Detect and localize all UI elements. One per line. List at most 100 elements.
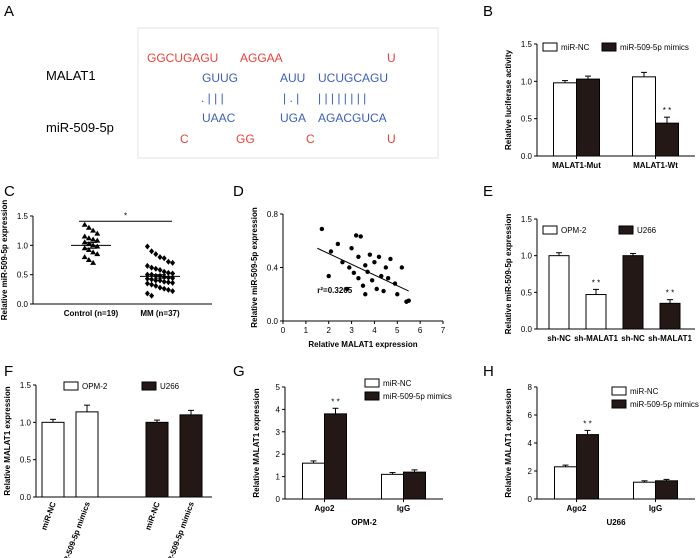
panel-label-c: C: [4, 183, 15, 200]
data-point-diamond: [144, 290, 150, 297]
y-tick-label: 6: [528, 411, 533, 420]
data-point-diamond: [165, 269, 171, 276]
legend-label: miR-NC: [561, 43, 590, 52]
data-point: [406, 298, 411, 303]
y-tick-label: 0.0: [521, 325, 533, 334]
mirna-unpaired-3: C: [306, 132, 315, 146]
bar: [553, 82, 577, 157]
panel-c-scatter-chart: 0.0 0.5 1.0 1.5 Relative miR-509-5p expressi…: [0, 200, 212, 320]
x-tick-label: 1: [304, 326, 309, 335]
y-tick-label: 1.0: [20, 418, 32, 427]
r-squared-annotation: r²=0.3265: [317, 286, 352, 295]
data-point-diamond: [153, 282, 159, 289]
panel-label-e: E: [483, 183, 493, 200]
mirna-unpaired-1: C: [180, 132, 189, 146]
data-point: [328, 249, 334, 254]
y-axis-label: Relative MALAT1 expression: [252, 388, 261, 497]
y-tick-label: 3: [276, 428, 281, 437]
data-point: [395, 292, 400, 297]
bar: [403, 471, 426, 500]
legend-label: miR-509-5p mimics: [630, 400, 699, 409]
significance-mark: * *: [331, 397, 339, 406]
y-tick-label: 1.0: [17, 241, 29, 250]
panel-label-g: G: [233, 363, 245, 380]
x-axis-label: Relative MALAT1 expression: [308, 340, 417, 349]
legend-label: miR-NC: [383, 379, 412, 388]
y-tick-label: 1.5: [17, 212, 29, 221]
data-point-triangle: [81, 233, 88, 239]
malat1-unpaired-3: U: [387, 51, 396, 65]
panel-label-b: B: [483, 3, 493, 20]
data-point-diamond: [161, 285, 167, 292]
x-axis-label: OPM-2: [351, 518, 377, 527]
data-point-diamond: [144, 243, 150, 250]
x-tick-label: IgG: [397, 504, 410, 513]
legend-swatch: [141, 381, 157, 391]
legend-swatch: [364, 391, 380, 401]
y-tick-label: 0.0: [17, 300, 29, 309]
significance-mark: * *: [592, 278, 600, 287]
bar: [381, 473, 404, 500]
data-point-triangle: [90, 236, 97, 242]
legend-label: miR-509-5p mimics: [620, 43, 689, 52]
data-point-triangle: [94, 237, 101, 243]
legend-swatch: [601, 42, 617, 52]
bar: [622, 255, 644, 330]
data-point-triangle: [90, 249, 97, 255]
bar: [632, 76, 656, 157]
bar: [41, 421, 65, 498]
y-tick-label: 0.5: [20, 456, 32, 465]
data-point-diamond: [157, 284, 163, 291]
data-point-triangle: [90, 227, 97, 233]
mirna-paired-1: UAAC: [202, 111, 236, 125]
significance-mark: *: [124, 211, 127, 220]
legend-label: miR-NC: [630, 387, 659, 396]
data-point-diamond: [144, 280, 150, 287]
data-point: [369, 278, 375, 283]
y-tick-label: 1.5: [20, 381, 32, 390]
panel-label-h: H: [483, 363, 494, 380]
legend-label: U266: [637, 226, 657, 235]
x-tick-label: IgG: [649, 504, 662, 513]
y-tick-label: 4: [528, 439, 533, 448]
data-point-diamond: [157, 277, 163, 284]
data-point: [383, 265, 389, 270]
x-tick-label: sh-NC: [547, 334, 571, 343]
x-tick-label: Control (n=19): [64, 309, 119, 318]
y-axis-label: Relative miR-509-5p expression: [504, 214, 513, 335]
y-tick-label: 0.8: [267, 210, 279, 219]
data-point: [372, 259, 377, 265]
y-tick-label: 0: [528, 495, 533, 504]
mirna-unpaired-4: U: [387, 132, 396, 146]
malat1-label: MALAT1: [46, 68, 96, 83]
data-point-diamond: [149, 264, 155, 271]
data-point-triangle: [81, 239, 88, 245]
y-tick-label: 1.5: [521, 215, 533, 224]
y-tick-label: 1.0: [521, 252, 533, 261]
y-tick-label: 0: [276, 495, 281, 504]
data-point-triangle: [81, 245, 88, 251]
data-point: [385, 276, 391, 281]
data-point-triangle: [94, 251, 101, 257]
panel-g-rip-opm2-chart: 0 1 2 3 4 5 Relative MALAT1 expression Ago2 IgG *…: [252, 378, 452, 527]
data-point: [353, 233, 359, 238]
legend-label: miR-509-5p mimics: [383, 392, 452, 401]
y-tick-label: 1: [276, 473, 281, 482]
data-point-triangle: [81, 221, 88, 227]
data-point-diamond: [153, 265, 159, 272]
y-tick-label: 1.0: [521, 77, 533, 86]
legend-swatch: [542, 42, 558, 52]
data-point-triangle: [94, 230, 101, 236]
y-tick-label: 0.5: [17, 271, 29, 280]
data-point-triangle: [85, 257, 92, 262]
malat1-unpaired-1: GGCUGAGU: [147, 51, 218, 65]
data-point: [363, 263, 368, 268]
data-point-triangle: [85, 235, 92, 241]
y-tick-label: 0.0: [521, 152, 533, 161]
data-point: [367, 252, 373, 257]
data-point-diamond: [161, 268, 167, 275]
y-axis-label: Relative luciferase activity: [504, 49, 513, 150]
data-point-diamond: [170, 279, 176, 286]
data-point-diamond: [161, 255, 167, 262]
data-point: [349, 246, 354, 251]
